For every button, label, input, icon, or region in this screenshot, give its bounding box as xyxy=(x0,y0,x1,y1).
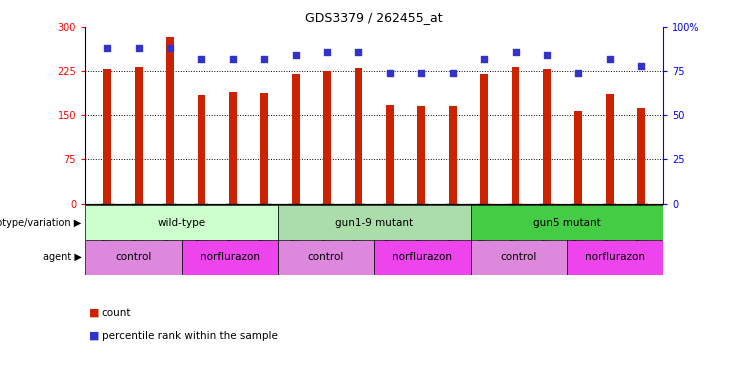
Point xyxy=(635,63,647,69)
Text: control: control xyxy=(115,252,152,262)
Bar xyxy=(355,68,362,204)
Point xyxy=(133,45,144,51)
Bar xyxy=(103,69,111,204)
Bar xyxy=(85,205,278,240)
Bar xyxy=(417,106,425,204)
Bar xyxy=(135,67,142,204)
Bar xyxy=(85,240,182,275)
Bar xyxy=(574,111,582,204)
Bar xyxy=(278,240,374,275)
Text: gun5 mutant: gun5 mutant xyxy=(533,218,601,228)
Bar xyxy=(166,38,174,204)
Text: genotype/variation ▶: genotype/variation ▶ xyxy=(0,218,82,228)
Bar xyxy=(567,240,663,275)
Text: percentile rank within the sample: percentile rank within the sample xyxy=(102,331,277,341)
Point xyxy=(573,70,585,76)
Text: gun1-9 mutant: gun1-9 mutant xyxy=(335,218,413,228)
Text: control: control xyxy=(500,252,537,262)
Point xyxy=(196,56,207,62)
Point xyxy=(321,48,333,55)
Point xyxy=(416,70,428,76)
Point xyxy=(384,70,396,76)
Bar xyxy=(386,104,393,204)
Text: norflurazon: norflurazon xyxy=(200,252,259,262)
Bar xyxy=(606,94,614,204)
Point xyxy=(102,45,113,51)
Bar xyxy=(511,67,519,204)
Point xyxy=(510,48,522,55)
Text: count: count xyxy=(102,308,131,318)
Bar xyxy=(182,240,278,275)
Bar xyxy=(449,106,456,204)
Bar xyxy=(292,74,299,204)
Bar xyxy=(374,240,471,275)
Bar xyxy=(278,205,471,240)
Text: wild-type: wild-type xyxy=(158,218,205,228)
Bar xyxy=(198,95,205,204)
Text: control: control xyxy=(308,252,345,262)
Point xyxy=(478,56,490,62)
Point xyxy=(290,52,302,58)
Title: GDS3379 / 262455_at: GDS3379 / 262455_at xyxy=(305,11,443,24)
Point xyxy=(353,48,365,55)
Bar xyxy=(471,205,663,240)
Bar xyxy=(229,92,237,204)
Text: agent ▶: agent ▶ xyxy=(43,252,82,262)
Bar xyxy=(637,108,645,204)
Point xyxy=(227,56,239,62)
Text: norflurazon: norflurazon xyxy=(393,252,452,262)
Bar xyxy=(260,93,268,204)
Text: ■: ■ xyxy=(89,331,99,341)
Point xyxy=(541,52,553,58)
Point xyxy=(259,56,270,62)
Text: norflurazon: norflurazon xyxy=(585,252,645,262)
Bar xyxy=(323,71,331,204)
Bar xyxy=(480,74,488,204)
Point xyxy=(604,56,616,62)
Bar xyxy=(471,240,567,275)
Bar xyxy=(543,69,551,204)
Point xyxy=(164,45,176,51)
Point xyxy=(447,70,459,76)
Text: ■: ■ xyxy=(89,308,99,318)
